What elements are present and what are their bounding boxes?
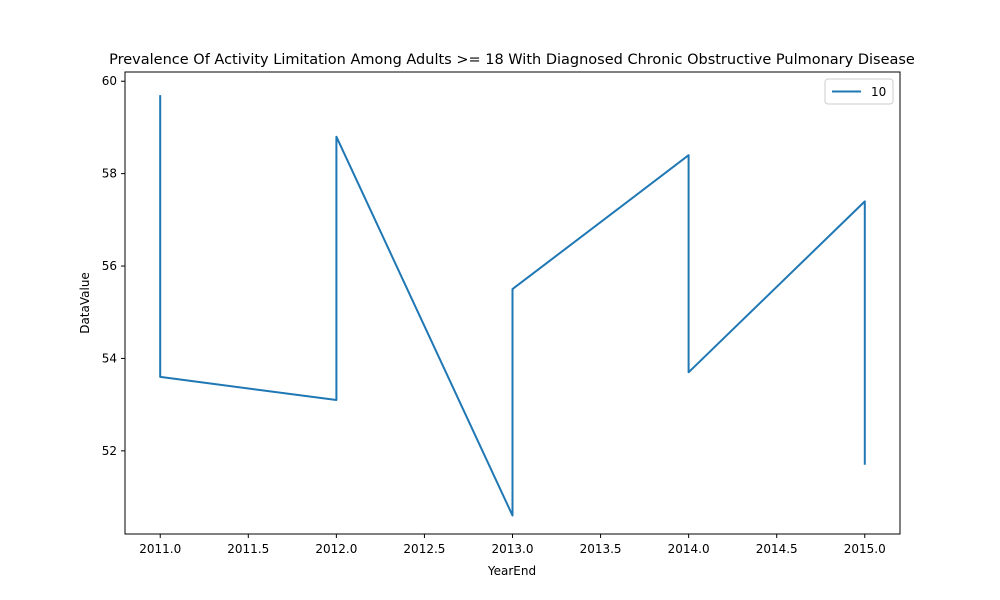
y-tick-label: 54 [102, 351, 117, 365]
x-tick-label: 2012.5 [403, 542, 445, 556]
series-line [159, 95, 866, 517]
x-tick-label: 2011.5 [227, 542, 269, 556]
chart-title: Prevalence Of Activity Limitation Among … [109, 52, 915, 68]
x-axis-label: YearEnd [487, 564, 536, 578]
series-layer [159, 95, 866, 517]
y-tick-label: 52 [102, 444, 117, 458]
x-tick-label: 2014.0 [668, 542, 710, 556]
x-tick-label: 2015.0 [844, 542, 886, 556]
x-axis-ticks: 2011.0 2011.5 2012.0 2012.5 2013.0 2013.5 2014… [139, 534, 886, 556]
x-tick-label: 2013.5 [580, 542, 622, 556]
y-axis-ticks: 52 54 56 58 60 [102, 74, 125, 458]
x-tick-label: 2011.0 [139, 542, 181, 556]
x-tick-label: 2012.0 [315, 542, 357, 556]
y-tick-label: 60 [102, 74, 117, 88]
x-tick-label: 2014.5 [756, 542, 798, 556]
y-tick-label: 56 [102, 259, 117, 273]
y-tick-label: 58 [102, 167, 117, 181]
x-tick-label: 2013.0 [492, 542, 534, 556]
legend-label: 10 [871, 85, 886, 99]
legend: 10 [824, 78, 894, 105]
y-axis-label: DataValue [78, 272, 92, 334]
